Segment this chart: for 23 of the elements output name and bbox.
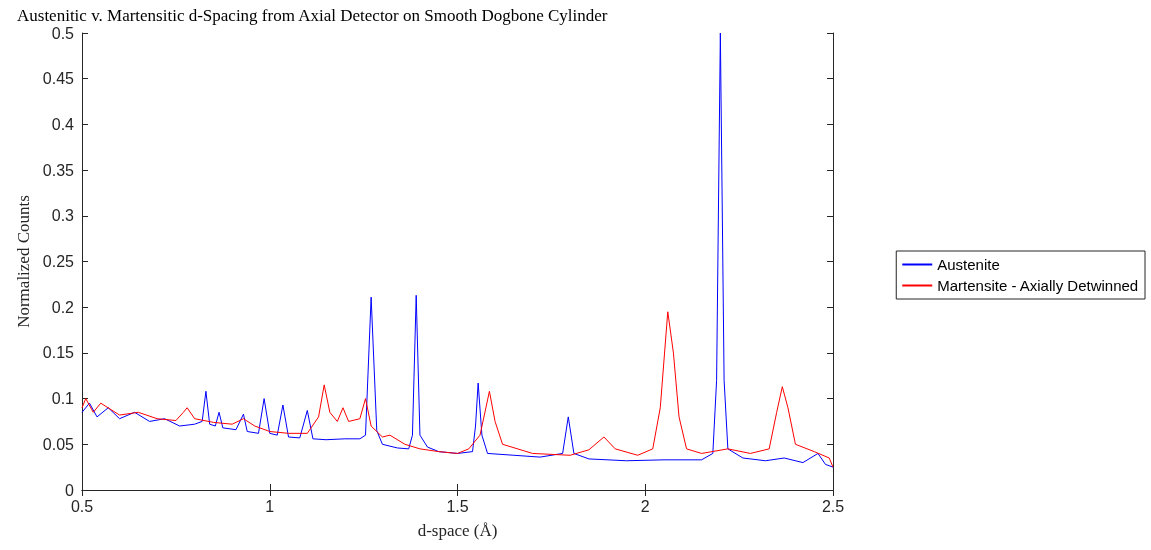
- y-tick-label: 0.35: [42, 161, 75, 179]
- y-axis-title: Normalized Counts: [13, 195, 33, 328]
- x-tick-label: 0.5: [70, 497, 94, 515]
- legend-label: Martensite - Axially Detwinned: [937, 277, 1139, 294]
- line-series: [81, 32, 834, 468]
- y-tick-label: 0.3: [51, 207, 75, 225]
- y-tick-label: 0.15: [42, 344, 75, 362]
- y-tick-label: 0.05: [42, 435, 75, 453]
- y-tick-label: 0.25: [42, 253, 75, 270]
- x-tick-label: 2: [640, 497, 650, 515]
- legend-label: Austenite: [937, 256, 1000, 273]
- y-tick-label: 0: [65, 481, 75, 499]
- chart-title: Austenitic v. Martensitic d-Spacing from Axial Detector on Smooth Dogbone Cylinder: [17, 6, 608, 25]
- x-tick-label: 1.5: [446, 497, 469, 515]
- y-tick-label: 0.5: [51, 24, 75, 42]
- y-tick-label: 0.2: [51, 298, 75, 316]
- x-tick-label: 2.5: [821, 497, 845, 515]
- y-tick-label: 0.45: [42, 70, 75, 88]
- x-tick-label: 1: [265, 497, 275, 515]
- line-series: [81, 311, 834, 468]
- y-tick-label: 0.1: [51, 390, 75, 408]
- x-axis-title: d-space (Å): [417, 521, 498, 540]
- y-tick-label: 0.4: [51, 115, 75, 133]
